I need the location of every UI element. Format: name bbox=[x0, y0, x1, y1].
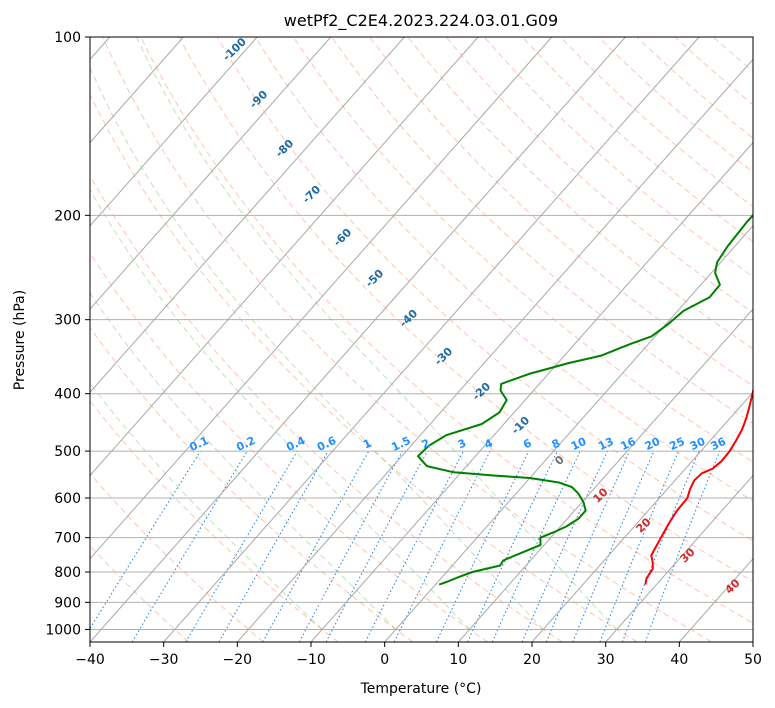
dry-adiabat-line bbox=[90, 252, 488, 642]
mixing-ratio-label: 13 bbox=[596, 435, 615, 453]
x-tick-label: 50 bbox=[744, 652, 762, 668]
y-tick-label: 600 bbox=[54, 491, 81, 507]
isotherm-line bbox=[605, 474, 753, 642]
x-tick-label: 10 bbox=[449, 652, 467, 668]
mixing-ratio-label: 16 bbox=[619, 435, 639, 453]
mixing-ratio-label: 36 bbox=[709, 435, 729, 453]
mixing-ratio-line bbox=[621, 450, 700, 642]
dry-adiabat-line bbox=[407, 37, 753, 350]
mixing-ratio-label: 10 bbox=[569, 435, 589, 453]
mixing-ratio-label: 20 bbox=[643, 435, 663, 453]
dry-adiabat-line bbox=[254, 37, 753, 502]
y-tick-label: 200 bbox=[54, 208, 81, 224]
dry-adiabat-line bbox=[522, 37, 753, 243]
x-tick-label: −30 bbox=[149, 652, 179, 668]
moist-adiabat-line bbox=[90, 66, 544, 630]
y-tick-label: 400 bbox=[54, 387, 81, 403]
x-tick-label: 30 bbox=[597, 652, 615, 668]
moist-adiabat-line bbox=[90, 382, 323, 630]
mixing-ratio-line bbox=[393, 450, 491, 642]
isotherm-line bbox=[90, 37, 626, 642]
isotherm-line bbox=[90, 37, 184, 144]
mixing-ratio-line bbox=[325, 450, 428, 642]
y-axis-label: Pressure (hPa) bbox=[12, 290, 28, 390]
y-tick-label: 100 bbox=[54, 30, 81, 46]
y-tick-label: 300 bbox=[54, 313, 81, 329]
dry-adiabat-line bbox=[560, 37, 753, 208]
isotherm-line bbox=[90, 37, 332, 310]
moist-adiabat-line bbox=[90, 188, 470, 630]
dry-adiabat-line bbox=[369, 37, 753, 387]
mixing-ratio-line bbox=[644, 450, 721, 642]
dry-adiabat-line bbox=[90, 93, 638, 642]
mixing-ratio-line bbox=[262, 450, 370, 642]
isotherm-line bbox=[163, 37, 700, 642]
isotherm-line bbox=[310, 141, 753, 642]
data-series bbox=[417, 213, 753, 586]
x-tick-label: −40 bbox=[75, 652, 105, 668]
y-tick-label: 900 bbox=[54, 595, 81, 611]
mixing-ratio-line bbox=[298, 450, 403, 642]
dry-adiabat-line bbox=[140, 37, 753, 624]
y-tick-label: 800 bbox=[54, 565, 81, 581]
mixing-ratio-label: 30 bbox=[688, 435, 708, 453]
x-axis-label: Temperature (°C) bbox=[360, 681, 482, 697]
x-tick-label: 20 bbox=[523, 652, 541, 668]
dry-adiabat-line bbox=[102, 37, 712, 642]
y-tick-label: 500 bbox=[54, 444, 81, 460]
dry-adiabat-line bbox=[90, 472, 264, 642]
y-axis: 100 200 300 400 500 600 700 800 900 1000 bbox=[45, 30, 90, 638]
background-lines bbox=[90, 37, 753, 642]
isotherm-line bbox=[531, 391, 753, 642]
mixing-ratio-line bbox=[572, 450, 655, 642]
dry-adiabat-line bbox=[90, 326, 414, 642]
isotherm-line bbox=[236, 58, 753, 642]
y-tick-label: 700 bbox=[54, 531, 81, 547]
mixing-ratio-line bbox=[521, 450, 608, 642]
moist-adiabat-line bbox=[136, 37, 618, 630]
x-tick-label: −10 bbox=[296, 652, 326, 668]
isotherm-line bbox=[752, 641, 753, 642]
isotherm-line bbox=[90, 37, 258, 227]
isotherm-line bbox=[90, 37, 405, 394]
x-tick-label: −20 bbox=[223, 652, 253, 668]
y-tick-label: 1000 bbox=[45, 622, 81, 638]
dry-adiabat-line bbox=[178, 37, 753, 583]
temperature-profile-line bbox=[644, 386, 753, 585]
x-axis: −40 −30 −20 −10 0 10 20 30 40 50 bbox=[75, 642, 762, 668]
dry-adiabat-line bbox=[216, 37, 753, 542]
x-tick-label: 40 bbox=[670, 652, 688, 668]
isotherm-line bbox=[90, 37, 479, 477]
mixing-ratio-line bbox=[545, 450, 631, 642]
dry-adiabat-line bbox=[598, 37, 753, 173]
isotherm-line bbox=[384, 225, 753, 642]
dewpoint-profile-line bbox=[417, 213, 753, 586]
mixing-ratio-line bbox=[599, 450, 680, 642]
x-tick-label: 0 bbox=[380, 652, 389, 668]
plot-frame bbox=[89, 36, 754, 643]
mixing-ratio-label: 25 bbox=[667, 435, 686, 453]
dry-adiabat-line bbox=[90, 174, 563, 642]
isotherm-line bbox=[457, 308, 753, 642]
isotherm-line bbox=[90, 37, 553, 560]
chart-title: wetPf2_C2E4.2023.224.03.01.G09 bbox=[284, 11, 558, 31]
